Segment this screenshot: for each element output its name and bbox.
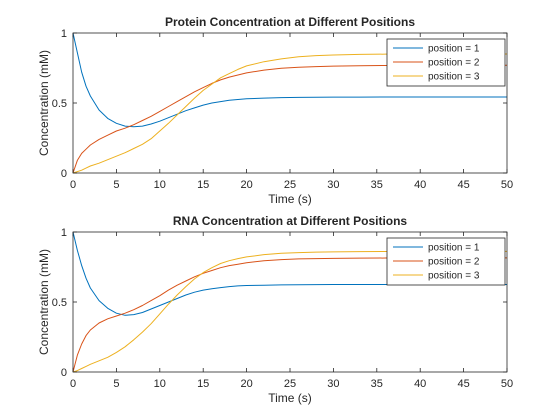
legend: position = 1 position = 2 position = 3	[386, 237, 506, 286]
x-axis-label: Time (s)	[268, 192, 312, 206]
series-line-3	[72, 250, 507, 373]
y-axis-label: Concentration (mM)	[37, 50, 51, 156]
x-tick-label: 25	[284, 378, 296, 390]
x-tick-label: 50	[501, 179, 513, 191]
x-tick-label: 0	[70, 179, 76, 191]
y-tick-label: 0.5	[52, 297, 67, 309]
x-tick-label: 25	[284, 179, 296, 191]
x-tick-label: 20	[240, 378, 252, 390]
chart-title: Protein Concentration at Different Posit…	[165, 15, 415, 29]
series-line-2	[72, 64, 507, 174]
x-tick-label: 45	[457, 179, 469, 191]
legend-label-3: position = 3	[428, 72, 480, 83]
x-tick-label: 35	[371, 378, 383, 390]
x-tick-label: 0	[70, 378, 76, 390]
y-tick-label: 0.5	[52, 98, 67, 110]
x-tick-label: 30	[327, 378, 339, 390]
legend-label-1: position = 1	[428, 243, 480, 254]
legend: position = 1 position = 2 position = 3	[386, 38, 506, 87]
y-tick-label: 1	[61, 227, 67, 239]
x-axis-label: Time (s)	[268, 391, 312, 405]
x-tick-label: 40	[414, 378, 426, 390]
series-line-2	[72, 257, 507, 373]
series-line-1	[72, 231, 507, 316]
x-tick-label: 50	[501, 378, 513, 390]
x-tick-label: 35	[371, 179, 383, 191]
x-tick-label: 30	[327, 179, 339, 191]
series-line-3	[72, 53, 507, 174]
x-tick-label: 20	[240, 179, 252, 191]
x-tick-label: 10	[154, 378, 166, 390]
legend-label-1: position = 1	[428, 44, 480, 55]
chart-2: 0 5 10 15 20 25 30 35 40 45 50 0 0.5 1 RNA Concentrati…	[37, 214, 513, 405]
legend-label-2: position = 2	[428, 257, 480, 268]
y-tick-label: 0	[61, 367, 67, 379]
legend-label-2: position = 2	[428, 58, 480, 69]
x-tick-label: 40	[414, 179, 426, 191]
x-tick-label: 5	[113, 378, 119, 390]
y-axis-label: Concentration (mM)	[37, 249, 51, 355]
x-tick-label: 5	[113, 179, 119, 191]
x-tick-label: 15	[197, 179, 209, 191]
y-tick-label: 1	[61, 28, 67, 40]
x-tick-label: 15	[197, 378, 209, 390]
y-tick-label: 0	[61, 168, 67, 180]
chart-1: 0 5 10 15 20 25 30 35 40 45 50 0 0.5 1 Protein Concent…	[37, 15, 513, 206]
legend-label-3: position = 3	[428, 271, 480, 282]
x-tick-label: 45	[457, 378, 469, 390]
legend-box	[386, 38, 506, 87]
x-tick-label: 10	[154, 179, 166, 191]
series-line-1	[72, 32, 507, 128]
chart-title: RNA Concentration at Different Positions	[173, 214, 408, 228]
